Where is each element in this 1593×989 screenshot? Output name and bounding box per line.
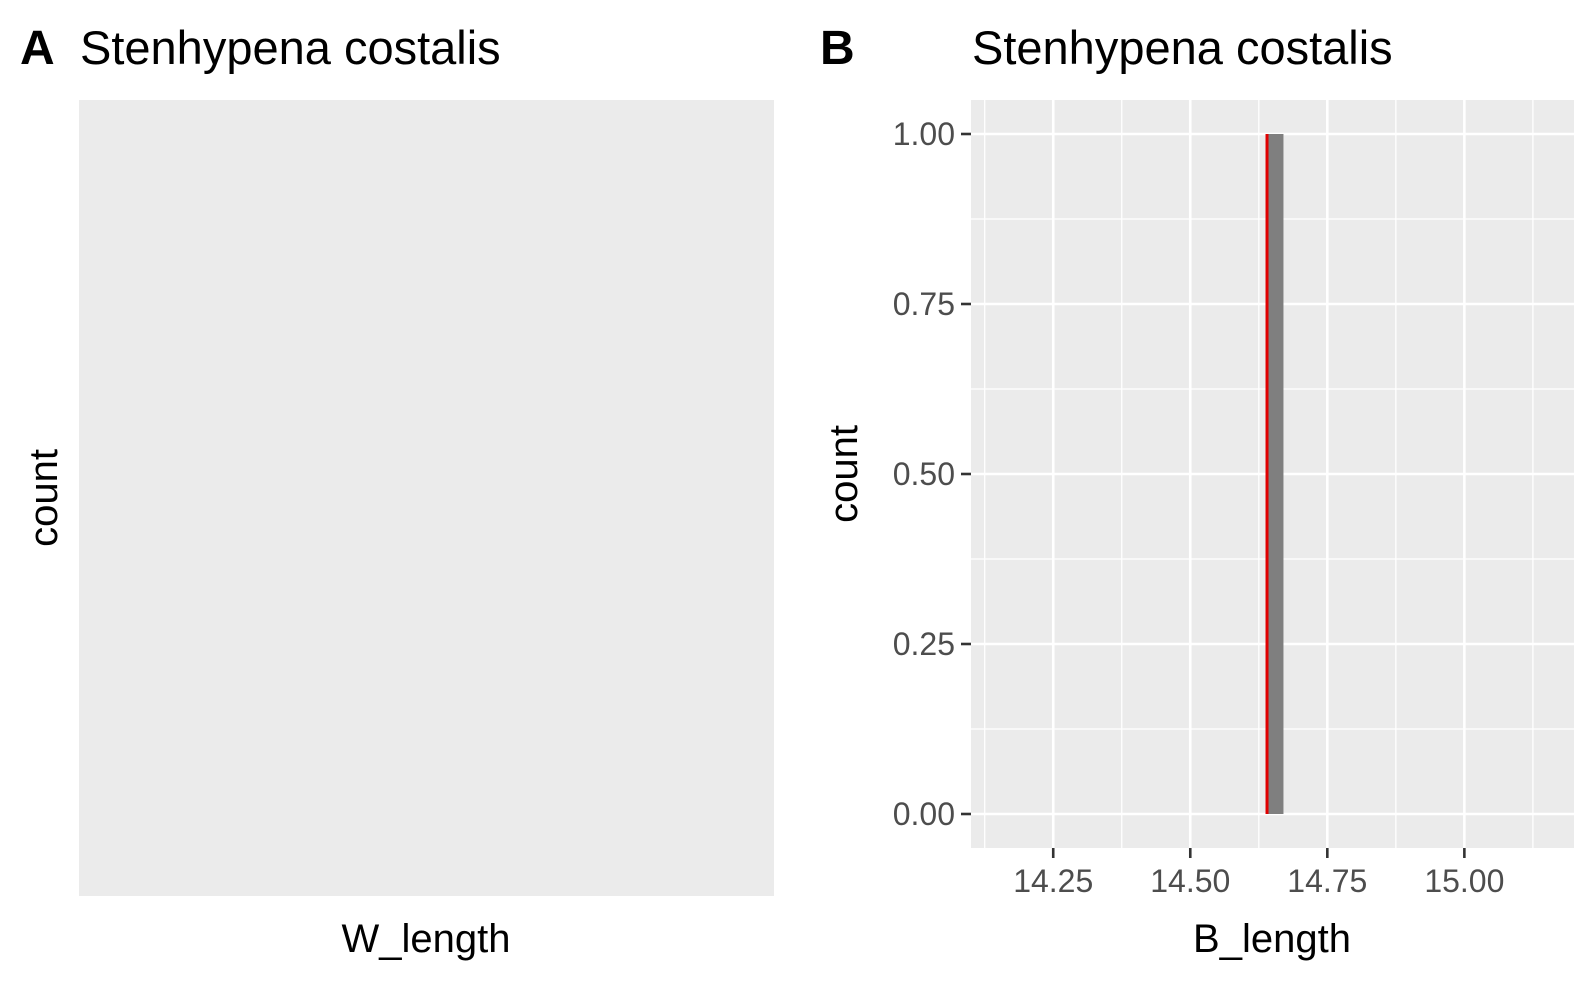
panel-a-y-axis-title: count — [22, 449, 66, 547]
panel-b-x-axis: 14.25 14.50 14.75 15.00 — [1013, 848, 1504, 899]
panel-b-y-tick-label-0: 0.00 — [893, 796, 955, 832]
panel-b-x-tick-label-1: 14.50 — [1150, 863, 1230, 899]
panel-b-y-tick-label-4: 1.00 — [893, 116, 955, 152]
panel-b-x-axis-title: B_length — [1193, 917, 1351, 961]
panel-b-bar-0 — [1267, 134, 1283, 814]
panel-b-bars — [1267, 134, 1283, 814]
panel-a: A Stenhypena costalis W_length count — [20, 21, 774, 961]
panel-b-y-tick-label-2: 0.50 — [893, 456, 955, 492]
panel-b-x-tick-label-2: 14.75 — [1287, 863, 1367, 899]
panel-b-y-tick-label-1: 0.25 — [893, 626, 955, 662]
panel-b: B Stenhypena costalis 0.00 0.25 0.50 0.75 1.… — [820, 21, 1574, 961]
panel-b-y-tick-label-3: 0.75 — [893, 286, 955, 322]
panel-b-x-tick-label-3: 15.00 — [1424, 863, 1504, 899]
panel-a-x-axis-title: W_length — [342, 917, 511, 961]
panel-b-y-axis: 0.00 0.25 0.50 0.75 1.00 — [893, 116, 971, 832]
panel-b-tag: B — [820, 22, 855, 75]
panel-b-y-axis-title: count — [822, 425, 866, 523]
panel-a-plot-area — [79, 100, 774, 896]
panel-b-x-tick-label-0: 14.25 — [1013, 863, 1093, 899]
panel-a-tag: A — [20, 22, 55, 75]
panel-a-title: Stenhypena costalis — [80, 21, 501, 74]
panel-b-title: Stenhypena costalis — [972, 21, 1393, 74]
